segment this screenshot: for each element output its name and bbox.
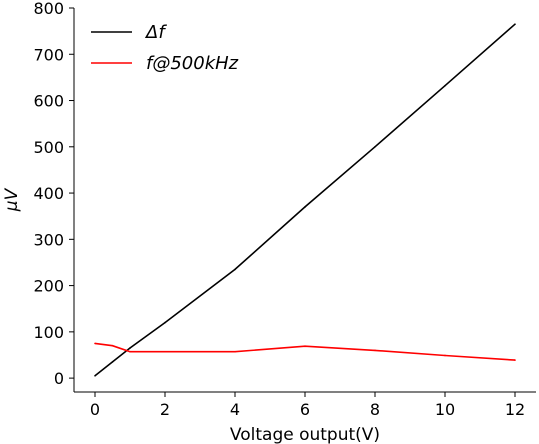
- series-0-point: [111, 361, 114, 363]
- x-tick-label: 6: [300, 400, 310, 419]
- y-tick-label: 500: [33, 138, 64, 157]
- y-tick-label: 600: [33, 92, 64, 111]
- series-line-0: [94, 23, 516, 377]
- series-1-point: [444, 354, 446, 357]
- series-0-point: [129, 347, 131, 349]
- series-1-point: [94, 342, 96, 345]
- x-tick-label: 4: [230, 400, 240, 419]
- x-tick-label: 0: [90, 400, 100, 419]
- series-0-point: [444, 84, 446, 87]
- series-1-point: [164, 350, 166, 353]
- series-0-point: [94, 375, 96, 377]
- series-1-point: [234, 350, 236, 353]
- x-tick-label: 2: [160, 400, 170, 419]
- y-tick-label: 800: [33, 0, 64, 18]
- series-0-point: [234, 268, 236, 271]
- series-1-point: [304, 345, 306, 347]
- y-tick-label: 0: [54, 369, 64, 388]
- x-axis-label: Voltage output(V): [230, 425, 380, 444]
- y-axis-label: μV: [2, 187, 22, 212]
- series-0-point: [374, 145, 376, 148]
- series-0-point: [164, 321, 166, 324]
- series-1-point: [514, 359, 516, 361]
- legend-label-0: Δf: [144, 22, 167, 43]
- y-tick-label: 400: [33, 184, 64, 203]
- x-tick-label: 12: [505, 400, 525, 419]
- y-tick-label: 200: [33, 277, 64, 296]
- axes: 0 2 4 6 8 10 12 0 100 200 300 400 500 600 700 800: [33, 0, 536, 419]
- x-tick-label: 8: [370, 400, 380, 419]
- y-tick-label: 300: [33, 230, 64, 249]
- series-1-point: [374, 349, 376, 352]
- series-0-point: [304, 206, 306, 208]
- y-tick-label: 700: [33, 45, 64, 64]
- legend: Δf f@500kHz: [91, 22, 239, 74]
- series-group: [94, 23, 516, 377]
- series-1-point: [111, 344, 114, 347]
- legend-label-1: f@500kHz: [146, 53, 239, 74]
- series-1-point: [129, 350, 131, 353]
- y-tick-label: 100: [33, 323, 64, 342]
- series-0-point: [514, 23, 516, 25]
- x-tick-label: 10: [435, 400, 455, 419]
